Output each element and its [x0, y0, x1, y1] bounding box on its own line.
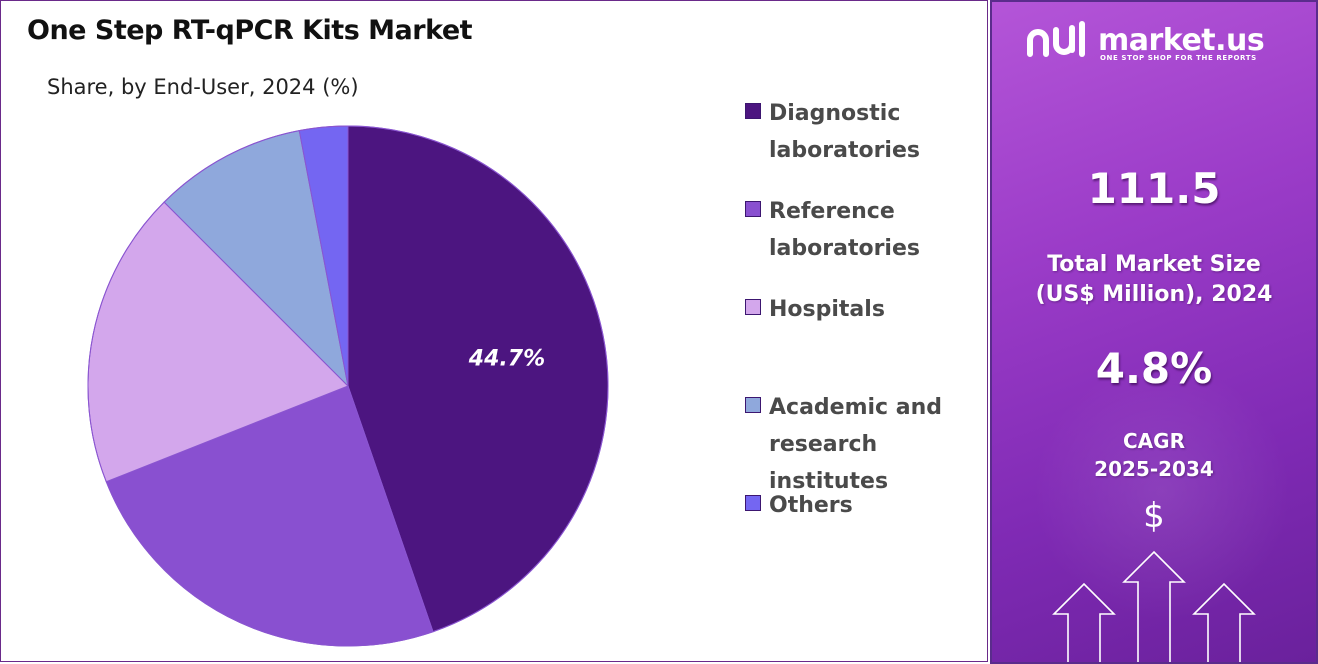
- pie-data-label: 44.7%: [468, 346, 545, 371]
- chart-panel: One Step RT-qPCR Kits Market Share, by E…: [0, 0, 988, 662]
- arrow-up-icon: [1192, 582, 1256, 662]
- chart-title: One Step RT-qPCR Kits Market: [27, 15, 473, 46]
- dollar-icon: $: [1143, 496, 1165, 536]
- market-size-label-line1: Total Market Size: [1047, 252, 1261, 277]
- cagr-period: 2025-2034: [1094, 457, 1214, 481]
- cagr-label: CAGR: [1123, 429, 1185, 453]
- market-size-label-line2: (US$ Million), 2024: [1035, 282, 1273, 307]
- pie-outline: [87, 125, 609, 647]
- arrow-up-icon: [1052, 582, 1116, 662]
- chart-subtitle: Share, by End-User, 2024 (%): [47, 75, 359, 99]
- arrow-up-icon: [1122, 550, 1186, 662]
- summary-panel: market.us ONE STOP SHOP FOR THE REPORTS …: [990, 0, 1318, 664]
- brand-name: market.us: [1098, 22, 1265, 58]
- background-glow: [1032, 362, 1292, 622]
- growth-arrows: [1052, 550, 1256, 662]
- market-us-logo-icon: [1027, 21, 1085, 57]
- market-size-value: 111.5: [1087, 164, 1221, 213]
- pie-chart: 44.7%: [87, 125, 609, 647]
- brand-logo: market.us: [1024, 20, 1265, 60]
- brand-tagline: ONE STOP SHOP FOR THE REPORTS: [1100, 54, 1257, 62]
- cagr-value: 4.8%: [1095, 344, 1213, 393]
